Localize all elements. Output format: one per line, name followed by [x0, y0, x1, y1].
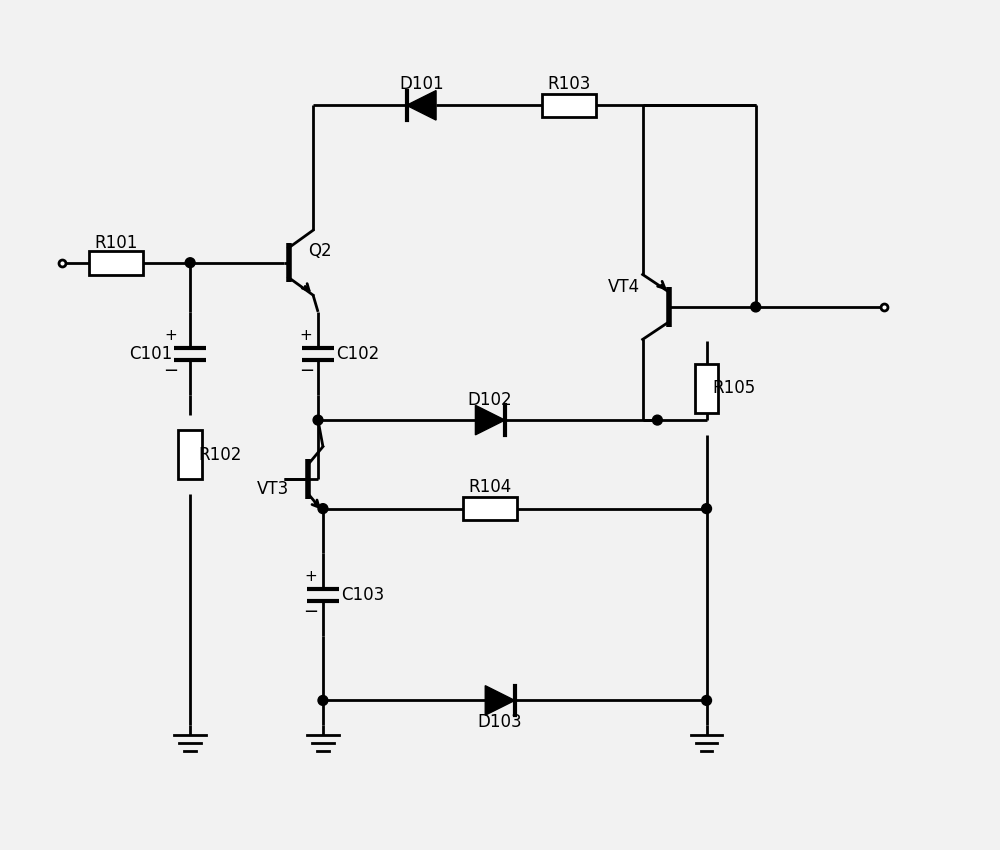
Polygon shape — [485, 686, 515, 715]
Text: R103: R103 — [547, 75, 591, 93]
Text: C102: C102 — [336, 345, 379, 363]
Circle shape — [751, 302, 761, 312]
Bar — [695, 364, 718, 413]
Circle shape — [702, 504, 711, 513]
Text: −: − — [299, 362, 314, 381]
Bar — [542, 94, 596, 117]
Text: +: + — [305, 570, 318, 585]
Circle shape — [185, 258, 195, 268]
Circle shape — [652, 415, 662, 425]
Polygon shape — [475, 405, 505, 435]
Text: D101: D101 — [399, 75, 444, 93]
Circle shape — [318, 504, 328, 513]
Text: R101: R101 — [95, 234, 138, 252]
Polygon shape — [407, 91, 436, 120]
Text: D103: D103 — [478, 713, 522, 731]
Text: −: − — [304, 604, 319, 621]
Text: VT3: VT3 — [257, 480, 289, 498]
Bar — [463, 496, 517, 520]
Text: C101: C101 — [129, 345, 172, 363]
Bar — [178, 430, 202, 479]
Text: D102: D102 — [468, 391, 512, 410]
Text: −: − — [163, 362, 178, 381]
Text: VT4: VT4 — [608, 278, 640, 297]
Bar — [89, 251, 143, 275]
Circle shape — [318, 695, 328, 706]
Text: R102: R102 — [198, 445, 241, 463]
Text: Q2: Q2 — [308, 242, 332, 260]
Text: R104: R104 — [469, 478, 512, 496]
Text: +: + — [300, 328, 313, 343]
Circle shape — [702, 695, 711, 706]
Text: +: + — [164, 328, 177, 343]
Text: C103: C103 — [341, 586, 384, 604]
Text: R105: R105 — [712, 379, 756, 397]
Circle shape — [313, 415, 323, 425]
